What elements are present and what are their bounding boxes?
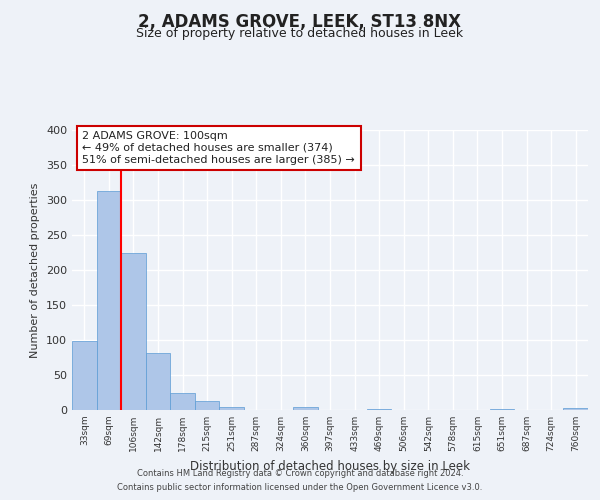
Text: Contains HM Land Registry data © Crown copyright and database right 2024.: Contains HM Land Registry data © Crown c… <box>137 468 463 477</box>
X-axis label: Distribution of detached houses by size in Leek: Distribution of detached houses by size … <box>190 460 470 472</box>
Text: Size of property relative to detached houses in Leek: Size of property relative to detached ho… <box>136 28 464 40</box>
Bar <box>293 406 318 410</box>
Bar <box>490 408 514 410</box>
Text: Contains public sector information licensed under the Open Government Licence v3: Contains public sector information licen… <box>118 484 482 492</box>
Bar <box>121 253 146 410</box>
Text: 2 ADAMS GROVE: 100sqm
← 49% of detached houses are smaller (374)
51% of semi-det: 2 ADAMS GROVE: 100sqm ← 49% of detached … <box>82 132 355 164</box>
Bar <box>146 354 170 410</box>
Text: 2, ADAMS GROVE, LEEK, ST13 8NX: 2, ADAMS GROVE, LEEK, ST13 8NX <box>139 12 461 30</box>
Bar <box>97 191 121 410</box>
Y-axis label: Number of detached properties: Number of detached properties <box>31 182 40 358</box>
Bar <box>563 408 588 410</box>
Bar <box>72 340 97 410</box>
Bar <box>170 392 195 410</box>
Bar <box>367 408 391 410</box>
Bar <box>220 406 244 410</box>
Bar <box>195 401 220 410</box>
